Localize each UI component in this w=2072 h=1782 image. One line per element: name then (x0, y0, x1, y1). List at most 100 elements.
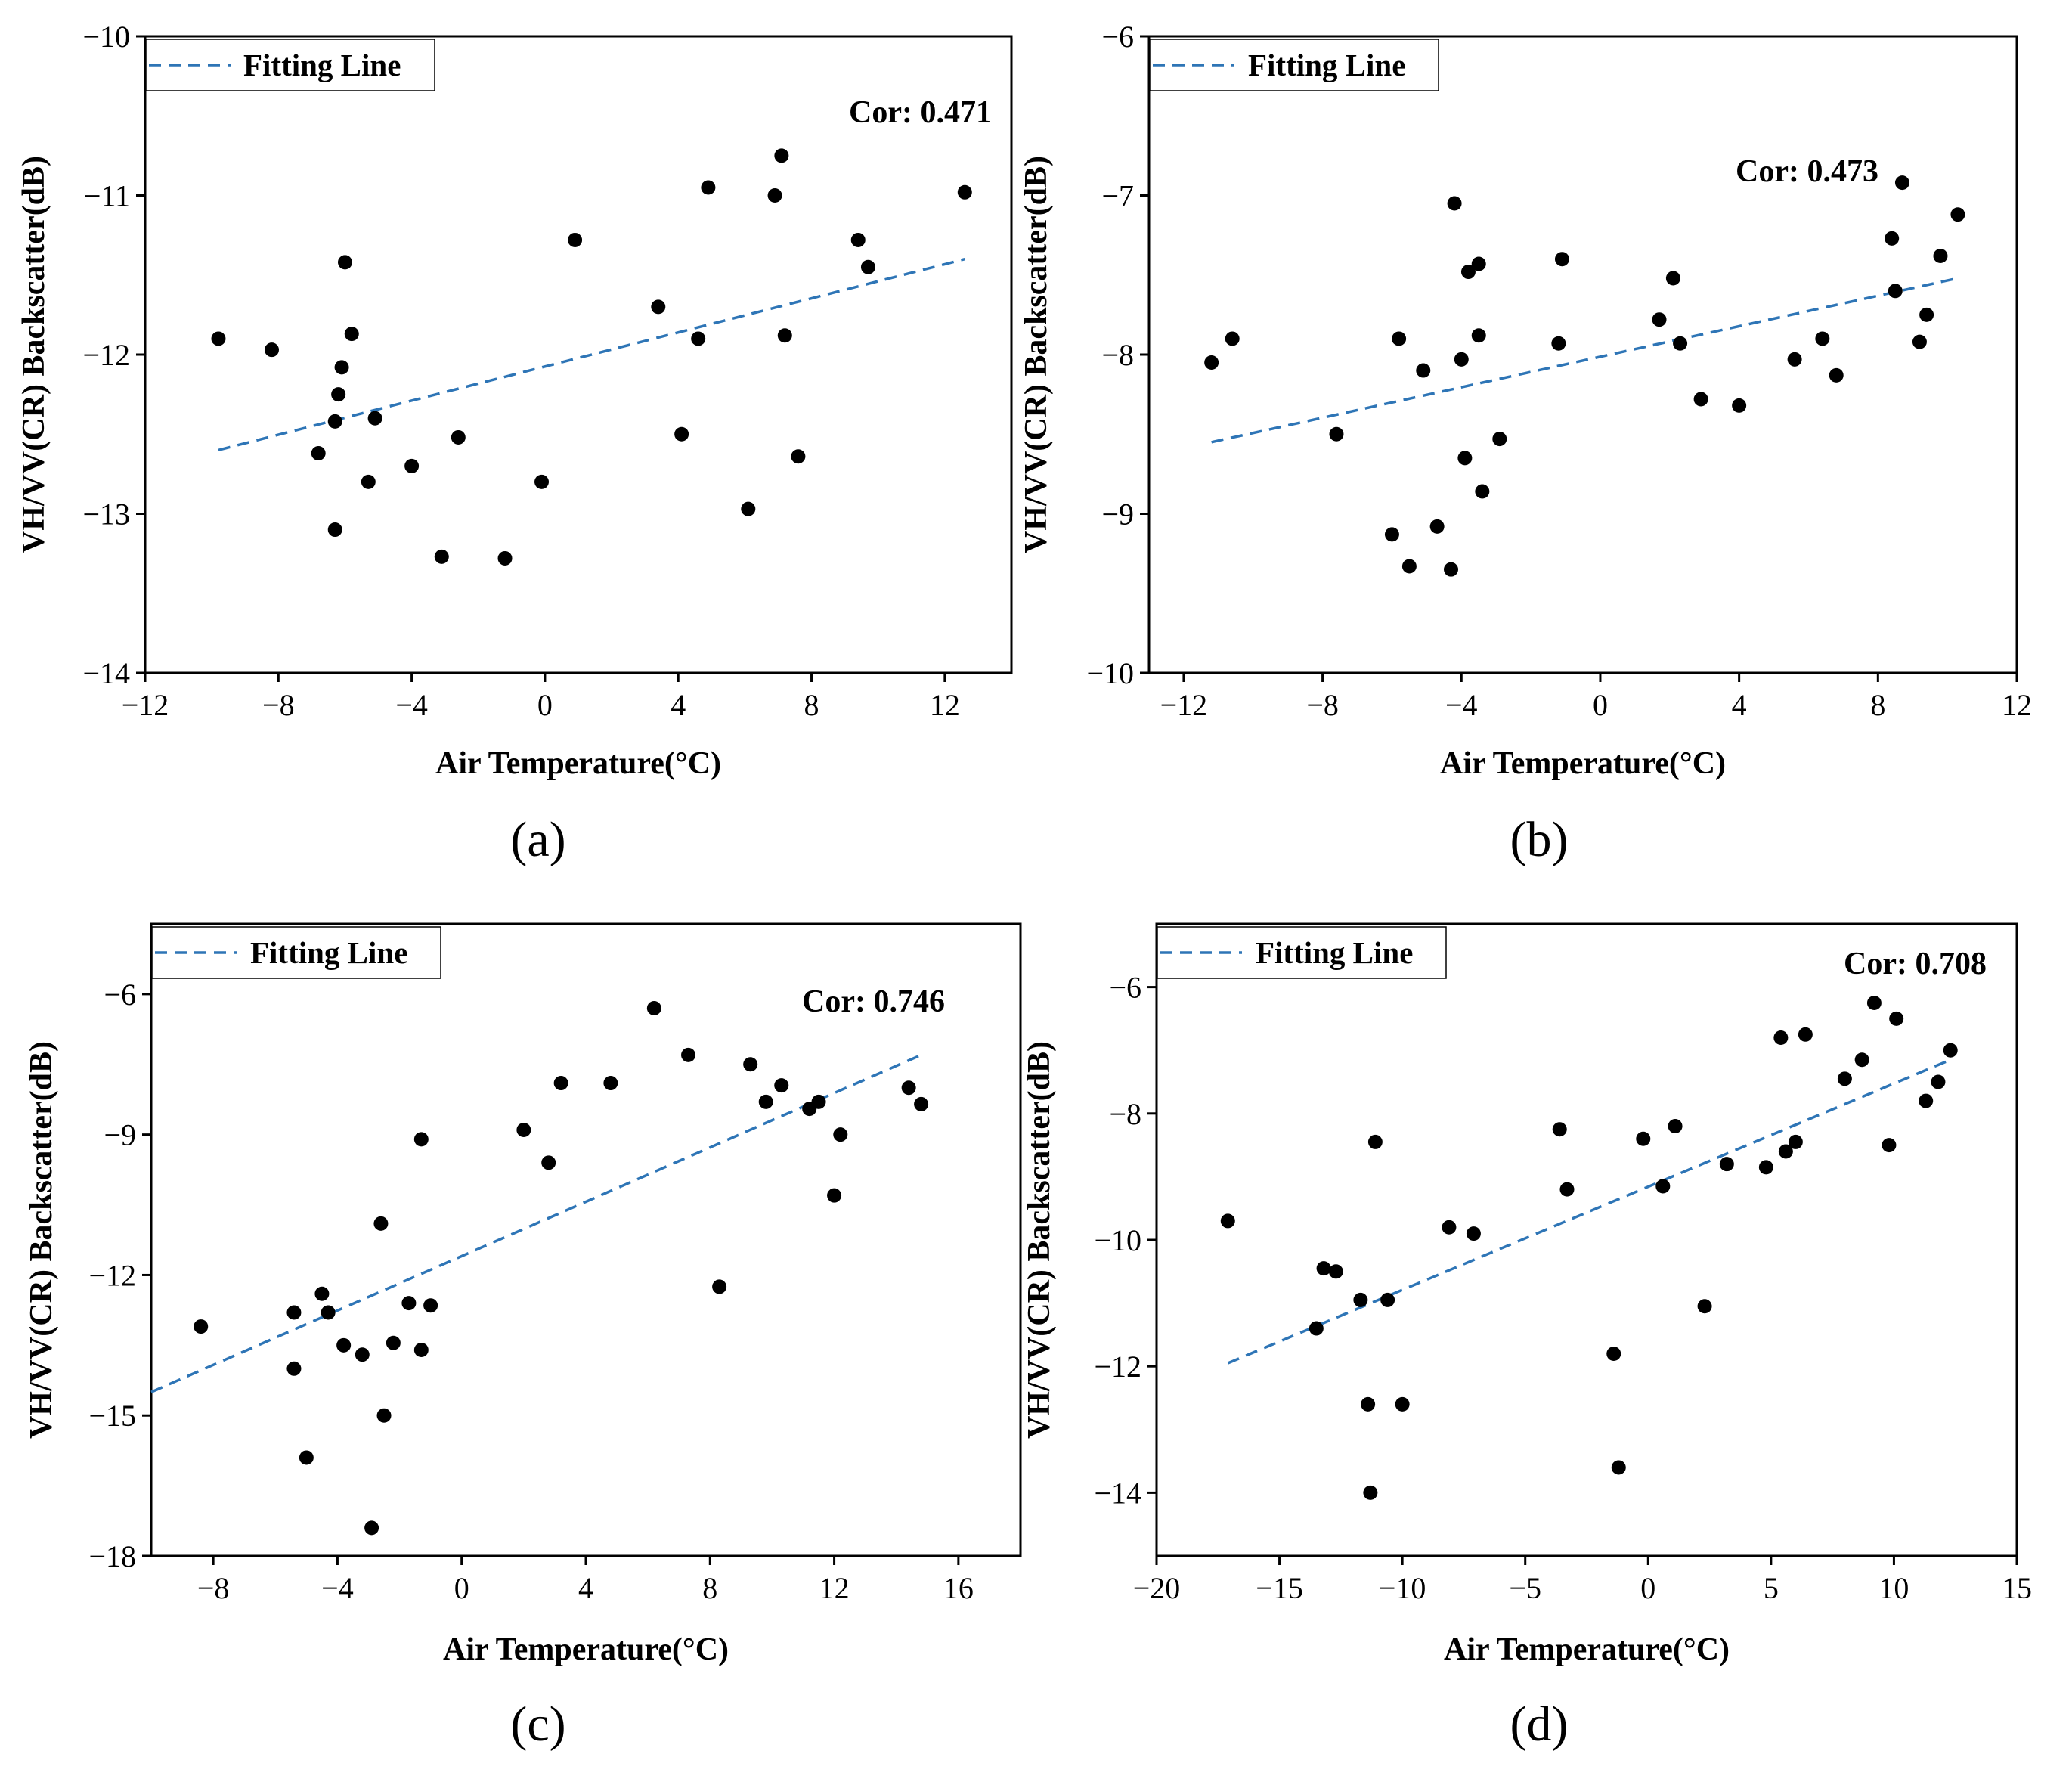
y-tick-label: −9 (1101, 497, 1134, 532)
data-point (1444, 562, 1459, 577)
data-point (651, 299, 666, 315)
panel-label: (c) (510, 1697, 565, 1752)
data-point (1912, 334, 1927, 349)
data-point (1395, 1396, 1410, 1412)
legend: Fitting Line (145, 39, 435, 91)
x-tick-label: −8 (197, 1571, 230, 1605)
x-tick-label: 12 (2002, 688, 2032, 722)
data-point (681, 1047, 696, 1062)
data-point (1429, 519, 1445, 534)
data-point (1442, 1220, 1457, 1235)
x-tick-label: −4 (1445, 688, 1478, 722)
data-point (1204, 355, 1219, 370)
panel-label: (a) (510, 812, 565, 867)
data-point (1457, 451, 1473, 466)
legend: Fitting Line (1149, 39, 1439, 91)
data-point (1466, 1226, 1481, 1241)
data-point (1492, 432, 1507, 447)
data-point (1829, 367, 1844, 383)
data-point (1889, 1011, 1904, 1026)
fitting-line (1227, 1058, 1951, 1365)
x-tick-label: 0 (454, 1571, 469, 1605)
data-point (1673, 336, 1688, 351)
data-point (646, 1000, 661, 1015)
data-point (1919, 307, 1934, 322)
data-point (1655, 1179, 1671, 1194)
data-point (1329, 426, 1344, 442)
data-point (337, 255, 352, 270)
x-tick-label: 10 (1878, 1571, 1909, 1605)
data-point (1866, 996, 1882, 1010)
data-point (344, 327, 359, 342)
fitting-line (218, 258, 965, 451)
y-tick-label: −6 (1109, 971, 1141, 1005)
data-point (1554, 252, 1569, 267)
data-point (1392, 331, 1407, 346)
data-point (1815, 331, 1830, 346)
data-point (701, 180, 716, 195)
data-point (534, 474, 550, 489)
x-tick-label: −12 (122, 688, 169, 722)
data-point (1363, 1485, 1378, 1500)
y-axis-title: VH/VV(CR) Backscatter(dB) (17, 156, 51, 553)
data-point (1225, 331, 1240, 346)
correlation-annotation: Cor: 0.708 (1844, 947, 1987, 981)
data-point (401, 1296, 417, 1311)
data-point (413, 1343, 429, 1358)
data-point (1950, 207, 1965, 222)
x-tick-label: −8 (1306, 688, 1339, 722)
data-point (1787, 352, 1802, 367)
data-point (1552, 1122, 1567, 1137)
data-point (1559, 1182, 1575, 1197)
y-axis-title: VH/VV(CR) Backscatter(dB) (24, 1041, 59, 1439)
data-point (451, 429, 466, 445)
data-point (327, 522, 342, 538)
data-point (741, 501, 756, 516)
data-point (957, 184, 972, 200)
data-point (1732, 398, 1747, 413)
data-point (1931, 1074, 1946, 1089)
data-point (1416, 363, 1431, 378)
data-point (914, 1096, 929, 1111)
data-point (1606, 1346, 1621, 1361)
correlation-annotation: Cor: 0.746 (802, 984, 945, 1019)
plot-frame (1147, 35, 2018, 674)
x-tick-label: 12 (930, 688, 960, 722)
y-tick-label: −8 (1109, 1097, 1141, 1131)
data-point (691, 331, 706, 346)
data-point (1933, 248, 1948, 263)
fitting-line (1211, 277, 1959, 444)
x-tick-label: 0 (537, 688, 553, 722)
data-point (1471, 256, 1486, 271)
data-point (1551, 336, 1566, 351)
data-point (336, 1337, 352, 1353)
data-point (1888, 284, 1903, 299)
y-tick-label: −14 (1094, 1476, 1141, 1510)
data-point (1697, 1299, 1712, 1314)
data-point (901, 1080, 916, 1096)
data-point (1788, 1134, 1803, 1149)
y-tick-label: −12 (82, 338, 130, 372)
x-tick-label: 15 (2002, 1571, 2032, 1605)
y-tick-label: −15 (88, 1399, 136, 1433)
x-tick-label: 8 (702, 1571, 717, 1605)
x-tick-label: 0 (1640, 1571, 1655, 1605)
x-tick-label: −4 (395, 688, 428, 722)
data-point (361, 474, 376, 489)
legend-label: Fitting Line (1256, 935, 1413, 970)
data-point (1316, 1261, 1331, 1276)
legend: Fitting Line (1157, 926, 1447, 979)
data-point (791, 449, 806, 464)
x-tick-label: −15 (1256, 1571, 1303, 1605)
y-tick-label: −10 (1094, 1223, 1141, 1257)
data-point (334, 360, 349, 375)
panel-a: −12 −8 −4 0 4 8 12 −14 −13 −12 −11 −10 Air Temperatu… (17, 20, 1013, 867)
panel-d: −20 −15 −10 −5 0 5 10 15 −14 −12 −10 −8 −6 Air Temper… (1022, 922, 2032, 1752)
x-axis-title: Air Temperature(°C) (1440, 746, 1726, 781)
y-tick-label: −9 (104, 1118, 136, 1152)
correlation-annotation: Cor: 0.471 (849, 95, 992, 130)
x-tick-label: 4 (578, 1571, 593, 1605)
data-point (364, 1520, 379, 1536)
data-point (286, 1305, 302, 1320)
x-tick-label: −4 (321, 1571, 354, 1605)
